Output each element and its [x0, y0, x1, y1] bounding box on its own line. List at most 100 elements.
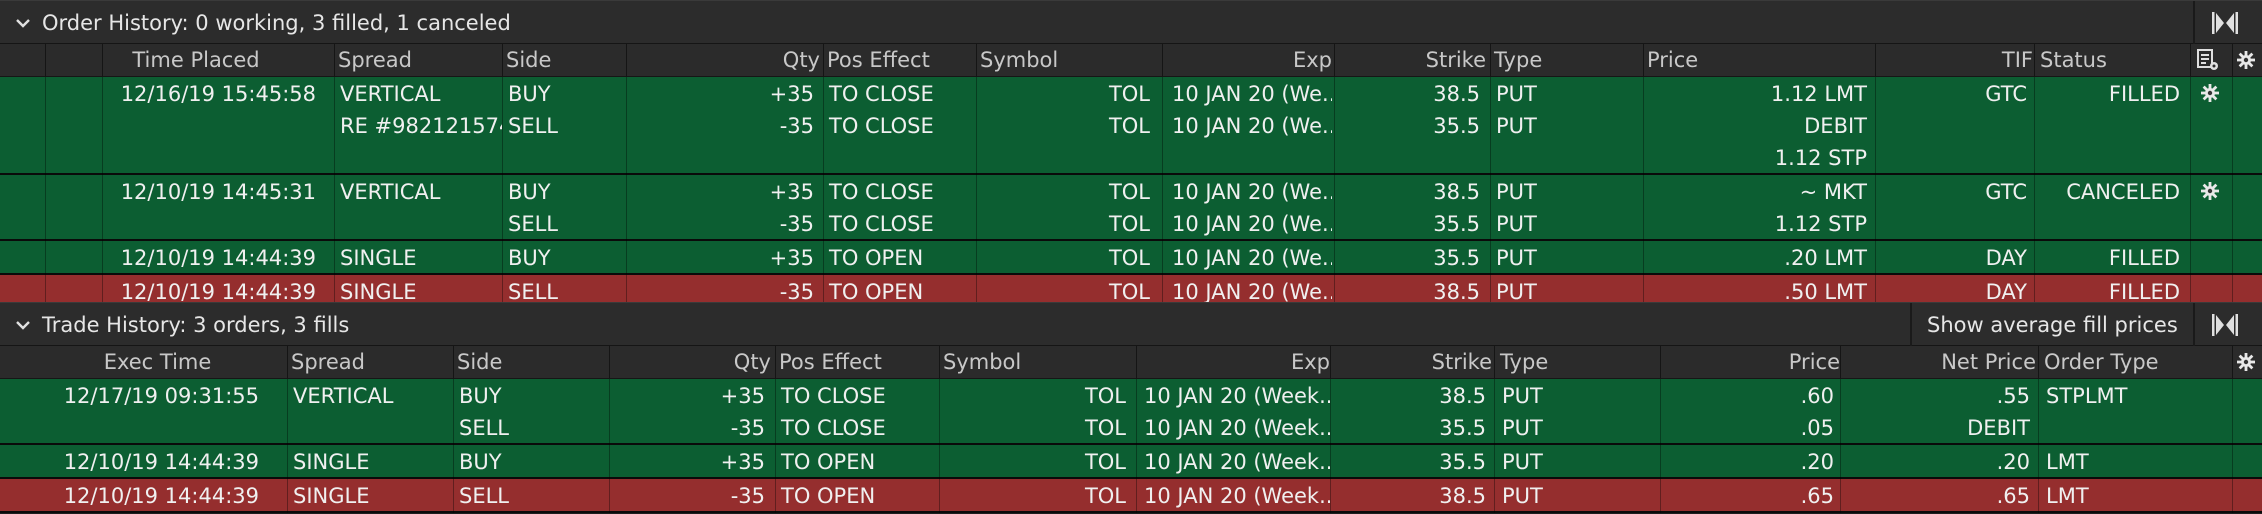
column-divider [1136, 445, 1137, 479]
column-header-pos-effect[interactable]: Pos Effect [779, 350, 882, 374]
column-divider [626, 275, 627, 309]
column-header-qty[interactable]: Qty [782, 48, 820, 72]
column-divider [1162, 275, 1163, 309]
column-divider [1330, 479, 1331, 513]
column-divider [626, 44, 627, 77]
cell-net: DEBIT [1967, 416, 2030, 440]
column-divider [2190, 44, 2191, 77]
column-divider [1494, 479, 1495, 513]
column-divider [976, 77, 977, 175]
column-header-side[interactable]: Side [506, 48, 552, 72]
column-header-exp[interactable]: Exp [1292, 48, 1332, 72]
column-divider [1136, 379, 1137, 445]
column-header-tif[interactable]: TIF [2001, 48, 2033, 72]
column-header-order-type[interactable]: Order Type [2044, 350, 2159, 374]
cell-price: .65 [1800, 484, 1834, 508]
cell-price: 1.12 LMT [1770, 82, 1867, 106]
column-header-net-price[interactable]: Net Price [1941, 350, 2036, 374]
table-row[interactable]: 12/17/19 09:31:55 VERTICAL BUY +35 TO CLOSE T… [0, 379, 2262, 445]
cell-spread: SINGLE [293, 484, 370, 508]
cell-time: 12/10/19 14:45:31 [120, 180, 316, 204]
column-header-price[interactable]: Price [1647, 48, 1699, 72]
table-row[interactable]: 12/10/19 14:44:39 SINGLE BUY +35 TO OPEN TOL 1… [0, 241, 2262, 275]
column-divider [287, 379, 288, 445]
column-divider [976, 241, 977, 275]
gear-icon[interactable] [2236, 50, 2256, 70]
column-divider [102, 275, 103, 309]
cell-qty: -35 [730, 484, 765, 508]
column-header-time-placed[interactable]: Time Placed [132, 48, 260, 72]
cell-pos: TO CLOSE [829, 180, 934, 204]
column-divider [823, 175, 824, 241]
chevron-down-icon[interactable] [14, 316, 32, 334]
customize-columns-icon[interactable] [2196, 48, 2220, 72]
table-row[interactable]: 12/10/19 14:44:39 SINGLE SELL -35 TO OPEN TOL… [0, 479, 2262, 513]
column-divider [775, 379, 776, 445]
table-row[interactable]: 12/10/19 14:45:31 VERTICAL BUY +35 TO CLOSE T… [0, 175, 2262, 241]
column-divider [939, 479, 940, 513]
column-header-strike[interactable]: Strike [1431, 350, 1492, 374]
column-divider [2190, 275, 2191, 309]
chevron-down-icon[interactable] [14, 14, 32, 32]
cell-time: 12/10/19 14:44:39 [120, 246, 316, 270]
gear-icon[interactable] [2200, 83, 2220, 103]
column-divider [626, 77, 627, 175]
column-header-side[interactable]: Side [457, 350, 503, 374]
column-divider [609, 379, 610, 445]
column-header-spread[interactable]: Spread [291, 350, 365, 374]
cell-stat: FILLED [2108, 280, 2180, 304]
collapse-panel-icon[interactable] [2211, 312, 2239, 338]
cell-exp: 10 JAN 20 (We... [1172, 82, 1332, 106]
cell-strike: 35.5 [1439, 416, 1486, 440]
cell-strike: 38.5 [1433, 82, 1480, 106]
cell-type: PUT [1496, 246, 1537, 270]
column-divider [2038, 379, 2039, 445]
column-header-symbol[interactable]: Symbol [943, 350, 1022, 374]
column-divider [1490, 241, 1491, 275]
column-header-spread[interactable]: Spread [338, 48, 412, 72]
column-header-type[interactable]: Type [1494, 48, 1543, 72]
column-header-status[interactable]: Status [2040, 48, 2107, 72]
column-divider [2038, 479, 2039, 513]
cell-type: PUT [1496, 180, 1537, 204]
cell-net: .65 [1996, 484, 2030, 508]
table-row[interactable]: 12/16/19 15:45:58 VERTICAL BUY +35 TO CLOSE T… [0, 77, 2262, 175]
column-divider [45, 175, 46, 241]
order-history-column-header: Time Placed Spread Side Qty Pos Effect Symbol… [0, 44, 2262, 77]
cell-side: SELL [508, 212, 558, 236]
column-divider [1136, 479, 1137, 513]
cell-strike: 38.5 [1433, 280, 1480, 304]
gear-icon[interactable] [2236, 352, 2256, 372]
cell-pos: TO CLOSE [829, 82, 934, 106]
collapse-panel-icon[interactable] [2211, 10, 2239, 36]
column-divider [502, 77, 503, 175]
gear-icon[interactable] [2200, 181, 2220, 201]
column-divider [1334, 241, 1335, 275]
column-divider [2232, 379, 2233, 445]
column-divider [334, 77, 335, 175]
cell-side: SELL [508, 280, 558, 304]
column-divider [2232, 175, 2233, 241]
cell-net: .20 [1996, 450, 2030, 474]
cell-qty: +35 [769, 82, 814, 106]
column-header-strike[interactable]: Strike [1425, 48, 1486, 72]
table-row[interactable]: 12/10/19 14:44:39 SINGLE BUY +35 TO OPEN TOL 1… [0, 445, 2262, 479]
column-divider [1162, 241, 1163, 275]
column-header-qty[interactable]: Qty [733, 350, 771, 374]
cell-price: 1.12 STP [1774, 212, 1867, 236]
cell-tif: DAY [1985, 280, 2027, 304]
column-header-exec-time[interactable]: Exec Time [103, 350, 212, 374]
cell-price: DEBIT [1804, 114, 1867, 138]
cell-strike: 38.5 [1439, 484, 1486, 508]
cell-side: SELL [459, 416, 509, 440]
column-header-type[interactable]: Type [1500, 350, 1549, 374]
column-divider [453, 445, 454, 479]
column-divider [502, 275, 503, 309]
column-header-pos-effect[interactable]: Pos Effect [827, 48, 930, 72]
column-divider [453, 379, 454, 445]
column-header-price[interactable]: Price [1788, 350, 1840, 374]
column-divider [502, 44, 503, 77]
show-average-fill-prices-button[interactable]: Show average fill prices [1927, 313, 2178, 337]
column-header-exp[interactable]: Exp [1290, 350, 1330, 374]
column-header-symbol[interactable]: Symbol [980, 48, 1059, 72]
